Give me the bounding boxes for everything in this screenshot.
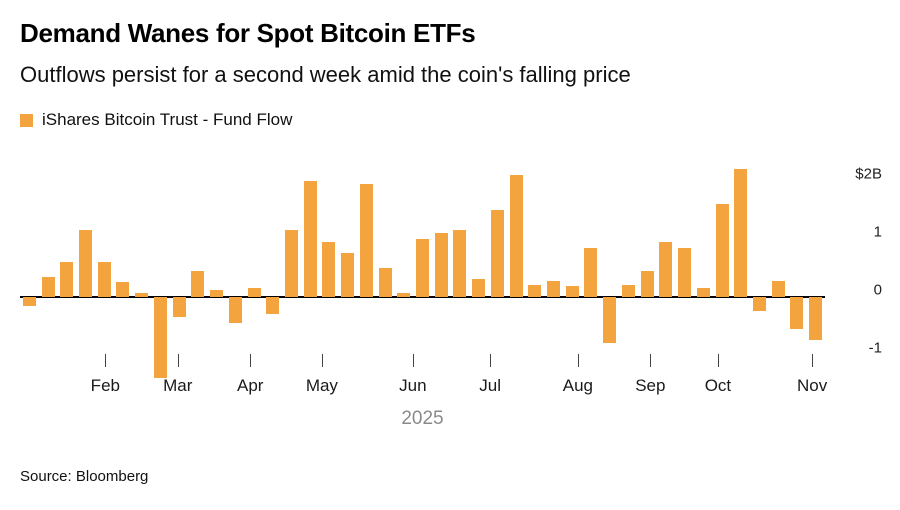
bar <box>359 183 373 297</box>
bar <box>97 262 111 297</box>
y-axis: $2B 1 0 -1 <box>828 152 882 378</box>
x-tick-mark <box>650 354 652 367</box>
x-tick-label: Nov <box>796 376 828 395</box>
bar <box>135 292 149 297</box>
y-tick-label: $2B <box>855 165 882 183</box>
x-tick-label: Oct <box>704 376 732 395</box>
x-tick-label: Jun <box>399 376 427 395</box>
bar <box>771 280 785 297</box>
bar <box>790 296 804 329</box>
x-tick-label: Mar <box>163 376 193 395</box>
y-tick-label: 1 <box>873 223 882 241</box>
x-tick-label: Feb <box>90 376 120 395</box>
x-tick-mark <box>812 354 814 367</box>
x-tick-label: Apr <box>236 376 264 395</box>
bar <box>621 285 635 297</box>
bar <box>228 296 242 323</box>
bar <box>715 204 729 297</box>
zero-axis-line <box>20 295 825 298</box>
bar <box>210 289 224 297</box>
bar <box>79 230 93 297</box>
chart-subtitle: Outflows persist for a second week amid … <box>20 62 631 87</box>
bar <box>678 247 692 297</box>
x-tick-mark <box>177 354 179 367</box>
bar <box>172 296 186 318</box>
bar <box>528 285 542 297</box>
x-tick-mark <box>717 354 719 367</box>
bar <box>659 241 673 297</box>
bar <box>60 262 74 297</box>
y-tick-label: -1 <box>868 339 882 357</box>
bar <box>191 270 205 297</box>
legend-swatch-icon <box>20 113 33 127</box>
x-tick-label: Aug <box>562 376 593 395</box>
x-tick-mark <box>412 354 414 367</box>
bar <box>153 296 167 378</box>
legend-label: iShares Bitcoin Trust - Fund Flow <box>42 110 293 129</box>
bar <box>303 180 317 297</box>
x-tick-mark <box>105 354 107 367</box>
x-tick-label: May <box>305 376 338 395</box>
bar <box>116 282 130 297</box>
bar <box>734 169 748 297</box>
bar <box>584 247 598 297</box>
bar <box>41 276 55 297</box>
bar <box>603 296 617 344</box>
bar <box>509 175 523 297</box>
bar <box>752 296 766 312</box>
bar <box>341 253 355 297</box>
bar <box>266 296 280 315</box>
bar <box>472 279 486 297</box>
year-label: 2025 <box>401 408 444 429</box>
plot-area <box>20 152 825 378</box>
x-tick-mark <box>321 354 323 367</box>
x-tick-label: Sep <box>635 376 666 395</box>
bar <box>284 230 298 297</box>
bar <box>22 296 36 306</box>
bar <box>416 238 429 297</box>
chart-title: Demand Wanes for Spot Bitcoin ETFs <box>20 18 476 48</box>
legend: iShares Bitcoin Trust - Fund Flow <box>20 110 292 130</box>
x-tick-label: Jul <box>479 376 501 395</box>
bar <box>453 230 467 297</box>
bar <box>565 286 579 297</box>
x-tick-mark <box>250 354 252 367</box>
bar <box>434 233 448 297</box>
bar <box>696 288 710 297</box>
source-label: Source: Bloomberg <box>20 468 149 485</box>
bar <box>322 241 336 297</box>
bar <box>397 292 411 297</box>
bar <box>809 296 823 341</box>
x-tick-mark <box>577 354 579 367</box>
bar <box>547 280 561 297</box>
bar <box>247 288 261 297</box>
bar <box>640 270 654 297</box>
bar <box>490 209 504 297</box>
x-tick-mark <box>490 354 492 367</box>
bar <box>378 267 392 297</box>
y-tick-label: 0 <box>873 281 882 299</box>
